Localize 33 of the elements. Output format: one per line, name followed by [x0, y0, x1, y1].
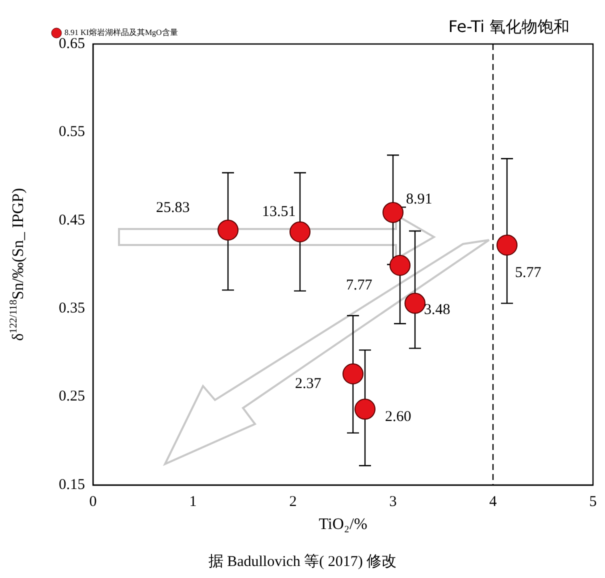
legend-label: 8.91 KI熔岩湖样品及其MgO含量 [64, 28, 178, 38]
annotation: 25.83 [156, 200, 190, 216]
annotation: 2.37 [295, 376, 322, 392]
y-tick-label: 0.25 [58, 388, 85, 405]
x-tick-label: 5 [589, 494, 597, 510]
annotation: 5.77 [515, 265, 542, 282]
x-axis-title: TiO₂/% [318, 516, 368, 533]
y-tick-label: 0.65 [58, 36, 85, 52]
point [390, 254, 410, 276]
point [218, 220, 238, 241]
point [290, 221, 310, 242]
annotation: 3.48 [424, 302, 450, 318]
annotation: 2.60 [385, 409, 412, 426]
y-tick-label: 0.55 [58, 124, 85, 140]
annotation: 7.77 [346, 277, 373, 294]
x-tick-label: 1 [189, 494, 197, 510]
x-tick-label: 3 [389, 494, 397, 510]
annotation: 13.51 [262, 204, 296, 220]
x-tick-label: 2 [289, 494, 297, 510]
point [354, 398, 376, 420]
point [342, 363, 364, 384]
y-tick-label: 0.35 [58, 300, 85, 317]
point [382, 202, 404, 223]
y-tick-label: 0.45 [58, 212, 85, 228]
x-tick-label: 4 [489, 494, 498, 510]
x-tick-label: 0 [89, 494, 97, 510]
y-tick-label: 0.15 [58, 476, 85, 493]
point [404, 292, 426, 314]
point [496, 234, 518, 256]
y-axis-title: δ122/118Sn/‰(Sn_ IPGP) [8, 188, 27, 341]
annotation: 8.91 [406, 191, 432, 208]
ref-line-label: Fe-Ti 氧化物饱和 [448, 17, 570, 36]
text: 据 Badullovich 等( 2017) 修改 [207, 552, 398, 571]
